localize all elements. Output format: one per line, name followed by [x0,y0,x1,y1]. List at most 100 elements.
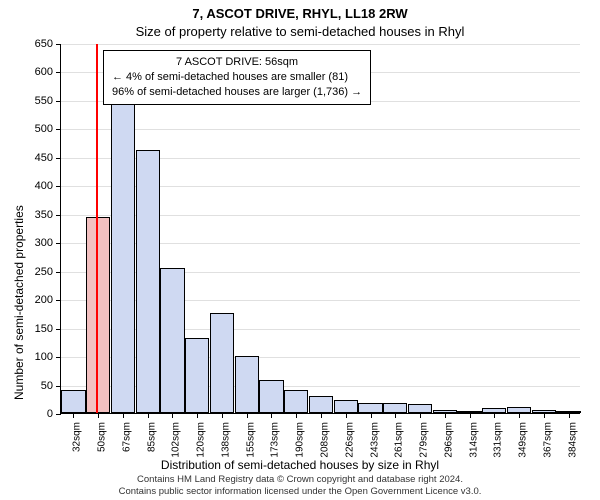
y-tick-label: 350 [25,209,53,221]
y-tick-label: 550 [25,95,53,107]
y-tick-label: 650 [25,38,53,50]
x-tick-label: 173sqm [270,422,281,458]
x-tick-mark [197,413,198,418]
y-tick-label: 600 [25,66,53,78]
histogram-bar [383,403,407,413]
x-tick-label: 331sqm [493,422,504,458]
x-tick-label: 32sqm [72,422,83,452]
x-tick-mark [222,413,223,418]
histogram-bar [160,268,184,413]
y-tick-label: 50 [25,380,53,392]
y-tick-label: 500 [25,123,53,135]
y-tick-mark [56,414,61,415]
y-axis-label: Number of semi-detached properties [12,205,26,400]
x-tick-mark [569,413,570,418]
y-tick-mark [56,329,61,330]
x-tick-label: 102sqm [171,422,182,458]
x-tick-label: 349sqm [518,422,529,458]
y-tick-mark [56,243,61,244]
histogram-bar [235,356,259,413]
y-tick-mark [56,386,61,387]
x-tick-label: 367sqm [542,422,553,458]
x-tick-label: 226sqm [344,422,355,458]
y-tick-label: 400 [25,180,53,192]
info-box-line3: 96% of semi-detached houses are larger (… [112,85,362,100]
y-tick-label: 200 [25,294,53,306]
page-title: 7, ASCOT DRIVE, RHYL, LL18 2RW [0,6,600,21]
x-tick-mark [519,413,520,418]
x-tick-label: 208sqm [320,422,331,458]
x-tick-label: 314sqm [468,422,479,458]
x-tick-label: 50sqm [97,422,108,452]
footer-line1: Contains HM Land Registry data © Crown c… [0,474,600,486]
info-box-line1: 7 ASCOT DRIVE: 56sqm [112,55,362,70]
footer-line2: Contains public sector information licen… [0,486,600,498]
x-axis-label: Distribution of semi-detached houses by … [0,458,600,472]
y-tick-mark [56,101,61,102]
x-tick-mark [544,413,545,418]
histogram-bar [111,98,135,413]
x-tick-mark [296,413,297,418]
x-tick-mark [371,413,372,418]
chart-footer: Contains HM Land Registry data © Crown c… [0,474,600,498]
chart-frame: { "titles": { "main": "7, ASCOT DRIVE, R… [0,0,600,500]
y-tick-mark [56,158,61,159]
histogram-bar [309,396,333,413]
property-marker-line [96,44,98,413]
y-tick-mark [56,357,61,358]
y-tick-mark [56,300,61,301]
y-tick-mark [56,72,61,73]
y-tick-label: 300 [25,237,53,249]
info-box-line2: ← 4% of semi-detached houses are smaller… [112,70,362,85]
page-subtitle: Size of property relative to semi-detach… [0,24,600,39]
x-tick-label: 67sqm [121,422,132,452]
x-tick-mark [321,413,322,418]
x-tick-mark [98,413,99,418]
chart-plot-area: 0501001502002503003504004505005506006503… [60,44,580,414]
x-tick-label: 120sqm [196,422,207,458]
y-tick-mark [56,186,61,187]
x-tick-label: 384sqm [567,422,578,458]
y-tick-mark [56,44,61,45]
x-tick-mark [148,413,149,418]
histogram-bar [408,404,432,413]
histogram-bar [259,380,283,413]
chart-info-box: 7 ASCOT DRIVE: 56sqm ← 4% of semi-detach… [103,50,371,105]
histogram-bar [358,403,382,413]
y-tick-mark [56,272,61,273]
x-tick-mark [420,413,421,418]
x-tick-label: 138sqm [220,422,231,458]
x-tick-label: 279sqm [419,422,430,458]
x-tick-label: 190sqm [295,422,306,458]
x-tick-label: 243sqm [369,422,380,458]
x-tick-label: 85sqm [146,422,157,452]
histogram-bar [334,400,358,413]
histogram-bar [136,150,160,413]
x-tick-label: 155sqm [245,422,256,458]
x-tick-label: 261sqm [394,422,405,458]
y-tick-mark [56,129,61,130]
x-tick-mark [494,413,495,418]
x-tick-mark [470,413,471,418]
x-tick-mark [247,413,248,418]
x-tick-mark [445,413,446,418]
x-tick-label: 296sqm [443,422,454,458]
y-tick-label: 150 [25,323,53,335]
x-tick-mark [271,413,272,418]
histogram-bar [61,390,85,413]
histogram-bar [210,313,234,413]
gridline [61,44,580,45]
x-tick-mark [346,413,347,418]
y-tick-label: 0 [25,408,53,420]
x-tick-mark [395,413,396,418]
y-tick-mark [56,215,61,216]
x-tick-mark [172,413,173,418]
histogram-bar [185,338,209,413]
y-tick-label: 450 [25,152,53,164]
y-tick-label: 100 [25,351,53,363]
x-tick-mark [73,413,74,418]
histogram-bar [284,390,308,413]
y-tick-label: 250 [25,266,53,278]
x-tick-mark [123,413,124,418]
gridline [61,129,580,130]
